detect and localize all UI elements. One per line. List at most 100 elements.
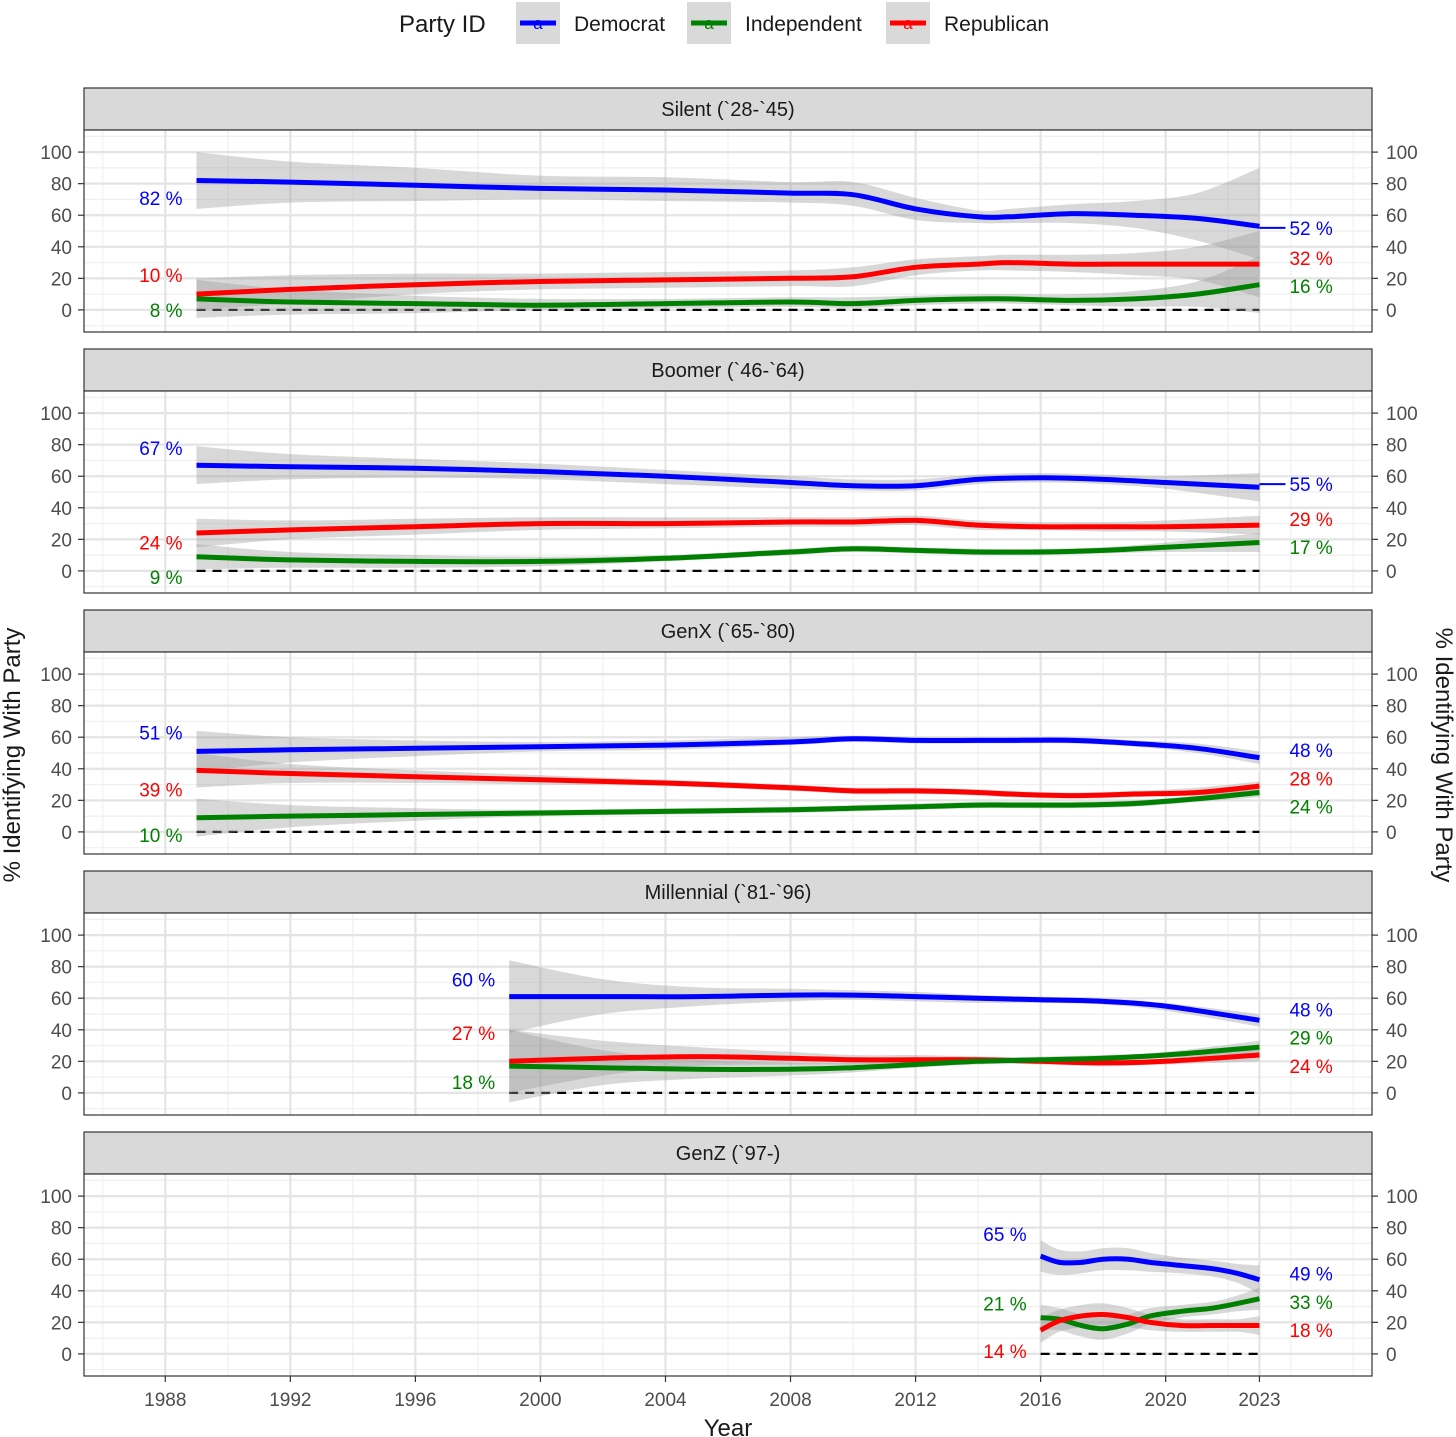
y-tick-label-right: 20 bbox=[1386, 791, 1407, 812]
y-tick-label-right: 20 bbox=[1386, 1052, 1407, 1073]
end-label-independent: 17 % bbox=[1289, 538, 1332, 559]
start-label-democrat: 65 % bbox=[983, 1225, 1026, 1246]
panel-strip bbox=[83, 870, 1373, 914]
panel-border bbox=[83, 1173, 1373, 1377]
start-label-independent: 9 % bbox=[150, 568, 183, 589]
y-tick-label-right: 80 bbox=[1386, 958, 1407, 979]
end-label-independent: 29 % bbox=[1289, 1029, 1332, 1050]
y-tick-label-right: 100 bbox=[1386, 143, 1418, 164]
panel-silent: Silent (`28-`45) 0 0 20 20 40 40 60 60 80 80 100 100… bbox=[40, 87, 1418, 333]
y-tick-label-right: 20 bbox=[1386, 530, 1407, 551]
start-label-independent: 18 % bbox=[452, 1073, 495, 1094]
y-tick-label-right: 60 bbox=[1386, 467, 1407, 488]
panel-strip bbox=[83, 87, 1373, 131]
series-line-independent bbox=[509, 1044, 1260, 1072]
end-label-democrat: 48 % bbox=[1289, 741, 1332, 762]
y-tick-label-left: 100 bbox=[40, 1187, 72, 1208]
y-tick-label-right: 60 bbox=[1386, 1250, 1407, 1271]
y-tick-label-left: 20 bbox=[51, 791, 72, 812]
legend-glyph-democrat: a bbox=[533, 14, 543, 33]
x-tick-label: 2012 bbox=[894, 1390, 936, 1411]
panel-title: Boomer (`46-`64) bbox=[651, 360, 804, 382]
series-line-republican bbox=[196, 767, 1260, 799]
y-tick-label-right: 0 bbox=[1386, 1345, 1397, 1366]
legend-label-republican: Republican bbox=[944, 13, 1049, 36]
legend-label-independent: Independent bbox=[745, 13, 862, 36]
series-line-democrat bbox=[196, 462, 1260, 490]
y-axis-title-left: % Identifying With Party bbox=[0, 628, 26, 883]
start-label-republican: 24 % bbox=[139, 534, 182, 555]
y-tick-label-right: 40 bbox=[1386, 1021, 1407, 1042]
series-line-republican bbox=[1039, 1311, 1260, 1333]
start-label-independent: 21 % bbox=[983, 1294, 1026, 1315]
y-tick-label-left: 40 bbox=[51, 1021, 72, 1042]
start-label-republican: 27 % bbox=[452, 1024, 495, 1045]
y-tick-label-left: 0 bbox=[61, 301, 72, 322]
series-line-democrat bbox=[1039, 1253, 1261, 1283]
end-label-democrat: 49 % bbox=[1289, 1264, 1332, 1285]
series-line-democrat bbox=[196, 178, 1260, 229]
panel-border bbox=[83, 912, 1373, 1116]
y-tick-label-right: 20 bbox=[1386, 269, 1407, 290]
end-label-republican: 18 % bbox=[1289, 1321, 1332, 1342]
y-tick-label-left: 80 bbox=[51, 958, 72, 979]
y-tick-label-right: 80 bbox=[1386, 1219, 1407, 1240]
panel-title: GenX (`65-`80) bbox=[661, 621, 796, 643]
panel-strip bbox=[83, 609, 1373, 653]
series-line-democrat bbox=[509, 992, 1260, 1023]
series-line-independent bbox=[196, 282, 1260, 308]
x-tick-label: 2004 bbox=[644, 1390, 687, 1411]
panel-title: Millennial (`81-`96) bbox=[645, 882, 812, 904]
legend-entry-republican: a Republican bbox=[886, 2, 1049, 44]
series-line-independent bbox=[196, 790, 1260, 821]
panel-boomer: Boomer (`46-`64) 0 0 20 20 40 40 60 60 80 80 100 100… bbox=[40, 348, 1418, 594]
y-tick-label-right: 100 bbox=[1386, 665, 1418, 686]
y-tick-label-right: 60 bbox=[1386, 206, 1407, 227]
panel-genz: GenZ (`97-) 0 0 20 20 40 40 60 60 80 80 100 100 65 % 2… bbox=[40, 1131, 1418, 1377]
y-tick-label-right: 100 bbox=[1386, 1187, 1418, 1208]
start-label-independent: 8 % bbox=[150, 301, 183, 322]
end-label-democrat: 55 % bbox=[1289, 475, 1332, 496]
y-axis-title-right: % Identifying With Party bbox=[1430, 628, 1456, 883]
y-tick-label-right: 100 bbox=[1386, 926, 1418, 947]
y-tick-label-right: 0 bbox=[1386, 301, 1397, 322]
confidence-band-republican bbox=[196, 231, 1260, 310]
y-tick-label-left: 100 bbox=[40, 926, 72, 947]
y-tick-label-left: 20 bbox=[51, 530, 72, 551]
y-tick-label-left: 0 bbox=[61, 562, 72, 583]
x-tick-label: 1992 bbox=[269, 1390, 311, 1411]
y-tick-label-right: 40 bbox=[1386, 499, 1407, 520]
gridlines bbox=[84, 1174, 1372, 1376]
y-tick-label-left: 80 bbox=[51, 436, 72, 457]
y-tick-label-left: 40 bbox=[51, 499, 72, 520]
end-label-independent: 16 % bbox=[1289, 277, 1332, 298]
legend-glyph-republican: a bbox=[903, 14, 913, 33]
y-tick-label-left: 0 bbox=[61, 1084, 72, 1105]
y-tick-label-left: 0 bbox=[61, 1345, 72, 1366]
panel-strip bbox=[83, 1131, 1373, 1175]
start-label-democrat: 67 % bbox=[139, 439, 182, 460]
y-tick-label-right: 40 bbox=[1386, 760, 1407, 781]
y-tick-label-right: 80 bbox=[1386, 175, 1407, 196]
legend-entry-independent: a Independent bbox=[687, 2, 862, 44]
x-tick-label: 2008 bbox=[769, 1390, 811, 1411]
panel-title: Silent (`28-`45) bbox=[661, 99, 794, 121]
y-tick-label-left: 80 bbox=[51, 1219, 72, 1240]
y-tick-label-left: 20 bbox=[51, 269, 72, 290]
y-tick-label-left: 0 bbox=[61, 823, 72, 844]
y-tick-label-right: 20 bbox=[1386, 1313, 1407, 1334]
panel-border bbox=[83, 651, 1373, 855]
y-tick-label-left: 100 bbox=[40, 143, 72, 164]
end-label-republican: 24 % bbox=[1289, 1057, 1332, 1078]
confidence-band-democrat bbox=[196, 446, 1260, 502]
start-label-republican: 39 % bbox=[139, 780, 182, 801]
series-line-democrat bbox=[196, 736, 1260, 761]
y-tick-label-right: 60 bbox=[1386, 728, 1407, 749]
end-label-democrat: 48 % bbox=[1289, 1000, 1332, 1021]
end-label-independent: 24 % bbox=[1289, 798, 1332, 819]
y-tick-label-left: 60 bbox=[51, 1250, 72, 1271]
y-tick-label-right: 0 bbox=[1386, 823, 1397, 844]
start-label-republican: 10 % bbox=[139, 266, 182, 287]
panel-title: GenZ (`97-) bbox=[676, 1143, 780, 1165]
